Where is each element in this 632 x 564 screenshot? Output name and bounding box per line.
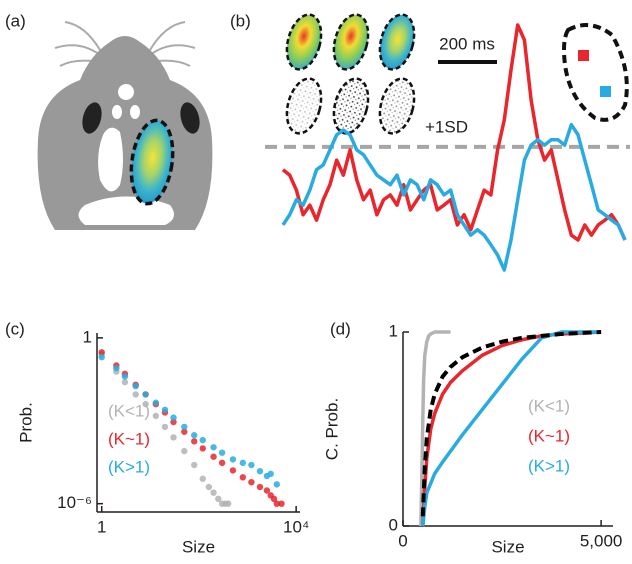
scatter-point xyxy=(200,445,206,451)
y-tick-label: 0 xyxy=(389,515,398,534)
cdf-line xyxy=(423,332,601,516)
scatter-point xyxy=(132,391,138,397)
legend-label: (K~1) xyxy=(528,426,570,445)
scatter-point xyxy=(240,460,246,466)
scatter-point xyxy=(200,437,206,443)
panel-label: (b) xyxy=(230,11,251,30)
legend-label: (K<1) xyxy=(108,401,150,420)
scatter-point xyxy=(210,444,216,450)
scatter-point xyxy=(153,400,159,406)
scatter-point xyxy=(99,354,105,360)
threshold-label: +1SD xyxy=(425,117,468,136)
scatter-point xyxy=(257,468,263,474)
scatter-point xyxy=(219,449,225,455)
scatter-point xyxy=(132,383,138,389)
scatter-point xyxy=(274,481,280,487)
x-tick-label: 10⁴ xyxy=(283,517,309,536)
scatter-point xyxy=(170,434,176,440)
mouse-illustration xyxy=(38,22,213,230)
scatter-point xyxy=(181,424,187,430)
scatter-point xyxy=(153,413,159,419)
scatter-point xyxy=(248,479,254,485)
x-tick-label: 5,000 xyxy=(580,531,623,550)
scatter-point xyxy=(230,456,236,462)
y-axis-label: C. Prob. xyxy=(322,398,341,460)
scatter-point xyxy=(181,448,187,454)
roi-outline xyxy=(564,25,627,120)
x-axis-label: Size xyxy=(491,537,524,556)
scatter-point xyxy=(122,379,128,385)
scale-bar-label: 200 ms xyxy=(439,34,495,53)
legend-label: (K>1) xyxy=(108,457,150,476)
y-tick-label: 1 xyxy=(83,327,92,346)
figure: 200 ms (a) (b) (c) (d) +1SD 1 10⁴ 10⁻⁶ 1 Size… xyxy=(0,0,632,559)
y-axis-label: Prob. xyxy=(16,402,35,443)
scatter-point xyxy=(191,462,197,468)
scatter-point xyxy=(257,484,263,490)
x-tick-label: 0 xyxy=(398,531,407,550)
scatter-point xyxy=(122,373,128,379)
scatter-point xyxy=(206,484,212,490)
scatter-point xyxy=(248,462,254,468)
scatter-point xyxy=(219,460,225,466)
cdf-line xyxy=(423,332,601,526)
legend-label: (K>1) xyxy=(528,456,570,475)
x-tick-label: 1 xyxy=(97,517,106,536)
cdf-line xyxy=(423,332,601,526)
y-tick-label: 10⁻⁶ xyxy=(57,493,92,512)
scatter-point xyxy=(142,391,148,397)
legend-label: (K~1) xyxy=(108,429,150,448)
panel-label: (a) xyxy=(5,11,26,30)
scatter-point xyxy=(200,476,206,482)
scatter-point xyxy=(210,454,216,460)
scatter-point xyxy=(240,474,246,480)
scatter-point xyxy=(191,438,197,444)
y-tick-label: 1 xyxy=(389,321,398,340)
scatter-point xyxy=(162,424,168,430)
scatter-point xyxy=(225,500,231,506)
panel-label: (c) xyxy=(5,319,25,338)
scatter-point xyxy=(278,500,284,506)
scatter-point xyxy=(268,471,274,477)
scatter-point xyxy=(113,365,119,371)
scatter-point xyxy=(170,414,176,420)
x-axis-label: Size xyxy=(182,537,215,556)
page: 200 ms (a) (b) (c) (d) +1SD 1 10⁴ 10⁻⁶ 1 Size… xyxy=(0,0,632,564)
scatter-point xyxy=(230,467,236,473)
legend-label: (K<1) xyxy=(528,396,570,415)
panel-label: (d) xyxy=(330,319,351,338)
scatter-point xyxy=(191,432,197,438)
scatter-point xyxy=(210,489,216,495)
scatter-point xyxy=(162,407,168,413)
activity-thumbnails xyxy=(281,11,419,137)
